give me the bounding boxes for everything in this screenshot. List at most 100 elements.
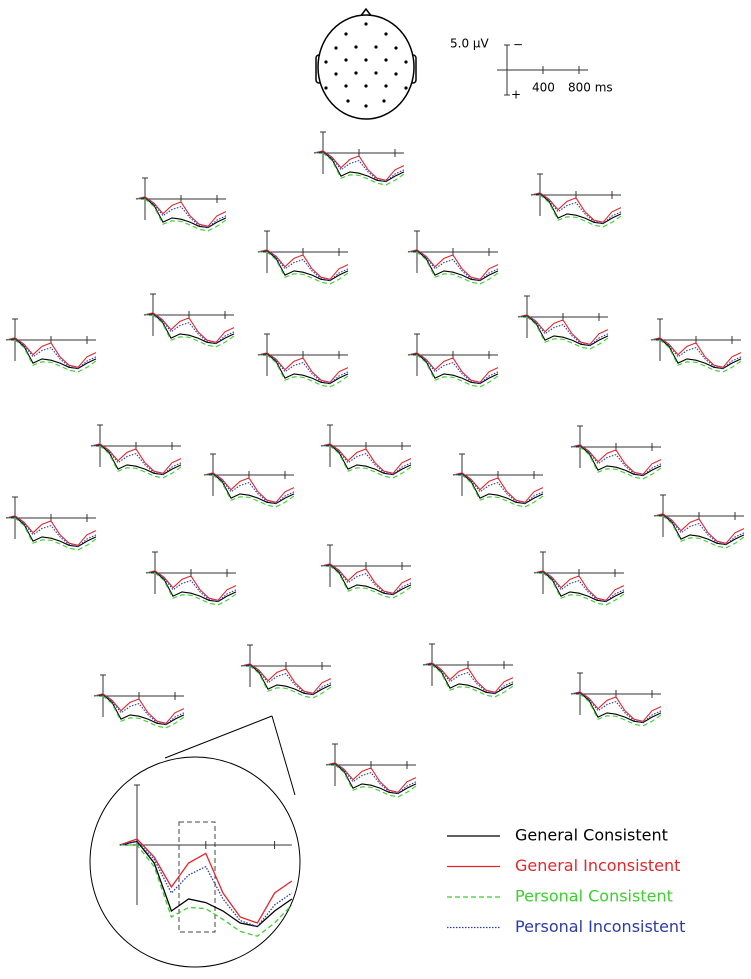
legend-label: Personal Consistent: [515, 887, 673, 906]
waveform: [654, 515, 745, 549]
waveform: [407, 250, 499, 282]
erp-plot: [5, 318, 97, 373]
waveform: [533, 571, 625, 603]
waveform: [422, 662, 514, 693]
scale-tick-label: 800 ms: [568, 81, 613, 95]
waveform: [136, 198, 227, 232]
erp-plot: [530, 173, 622, 228]
waveform: [90, 444, 182, 476]
erp-plot: [93, 674, 185, 729]
waveform: [257, 250, 349, 282]
waveform: [6, 517, 97, 551]
waveform: [407, 353, 499, 385]
waveform: [653, 514, 745, 546]
waveform: [93, 694, 185, 726]
waveform: [257, 353, 349, 385]
erp-plot: [257, 230, 349, 285]
waveform: [534, 572, 625, 606]
waveform: [423, 664, 514, 698]
waveform: [531, 194, 622, 228]
waveform: [453, 474, 544, 508]
waveform: [6, 339, 97, 373]
waveform: [650, 337, 742, 368]
waveform: [135, 196, 227, 227]
negative-label: −: [513, 38, 523, 52]
erp-plot: [452, 453, 544, 508]
erp-plot: [325, 743, 417, 798]
waveform: [325, 762, 417, 793]
waveform: [517, 315, 609, 347]
waveform: [94, 695, 185, 729]
erp-plot: [407, 230, 499, 285]
waveform: [530, 193, 622, 225]
erp-plot: [203, 453, 295, 508]
erp-plot: [422, 643, 514, 698]
waveform: [452, 472, 544, 503]
waveform: [119, 840, 293, 928]
erp-plot: [407, 333, 499, 388]
waveform: [203, 473, 295, 505]
erp-plot: [5, 496, 97, 551]
waveform: [570, 692, 662, 724]
waveform: [93, 693, 185, 724]
scale-tick-label: 400: [532, 81, 555, 95]
waveform: [571, 446, 662, 480]
waveform: [5, 515, 97, 546]
erp-plot: [517, 295, 609, 350]
waveform: [314, 152, 405, 186]
erp-plot: [90, 424, 182, 479]
waveform: [119, 838, 293, 924]
waveform: [570, 444, 662, 475]
waveform: [119, 840, 293, 928]
erp-plot: [650, 318, 742, 373]
waveform: [571, 693, 662, 727]
waveform: [320, 564, 412, 596]
erp-plot: [119, 784, 293, 937]
erp-plot: [320, 544, 412, 599]
scale-label: 5.0 μV: [450, 37, 490, 51]
waveform: [408, 354, 499, 388]
waveform: [422, 663, 514, 695]
waveform: [533, 570, 625, 601]
waveform: [257, 249, 349, 280]
waveform: [570, 445, 662, 477]
waveform: [321, 445, 412, 479]
waveform: [313, 151, 405, 183]
erp-plot: [240, 644, 332, 699]
waveform: [143, 312, 235, 343]
waveform: [320, 443, 412, 474]
waveform: [320, 444, 412, 476]
erp-plot: [145, 551, 237, 606]
waveform: [650, 338, 742, 370]
positive-label: +: [511, 88, 521, 102]
waveform: [240, 663, 332, 694]
waveform: [321, 565, 412, 599]
waveform: [320, 563, 412, 594]
waveform: [143, 313, 235, 345]
erp-plot: [320, 424, 412, 479]
waveform: [407, 249, 499, 280]
erp-plot: [653, 494, 745, 549]
waveform: [241, 665, 332, 699]
legend-label: Personal Inconsistent: [515, 917, 685, 936]
waveform: [326, 764, 417, 798]
waveform: [518, 316, 609, 350]
waveform: [91, 445, 182, 479]
scale-bar: 5.0 μV − + 400 800 ms: [450, 37, 613, 102]
waveform: [325, 763, 417, 795]
waveform: [145, 571, 237, 603]
waveform: [517, 314, 609, 345]
waveform: [146, 572, 237, 606]
waveform: [204, 474, 295, 508]
head-diagram: [315, 7, 417, 120]
legend-label: General Consistent: [515, 826, 668, 845]
waveform: [258, 354, 349, 388]
erp-plot: [143, 293, 235, 348]
legend-label: General Inconsistent: [515, 856, 680, 875]
erp-plot: [570, 672, 662, 727]
waveform: [313, 150, 405, 181]
waveform: [651, 339, 742, 373]
waveform: [653, 513, 745, 544]
waveform: [408, 251, 499, 285]
